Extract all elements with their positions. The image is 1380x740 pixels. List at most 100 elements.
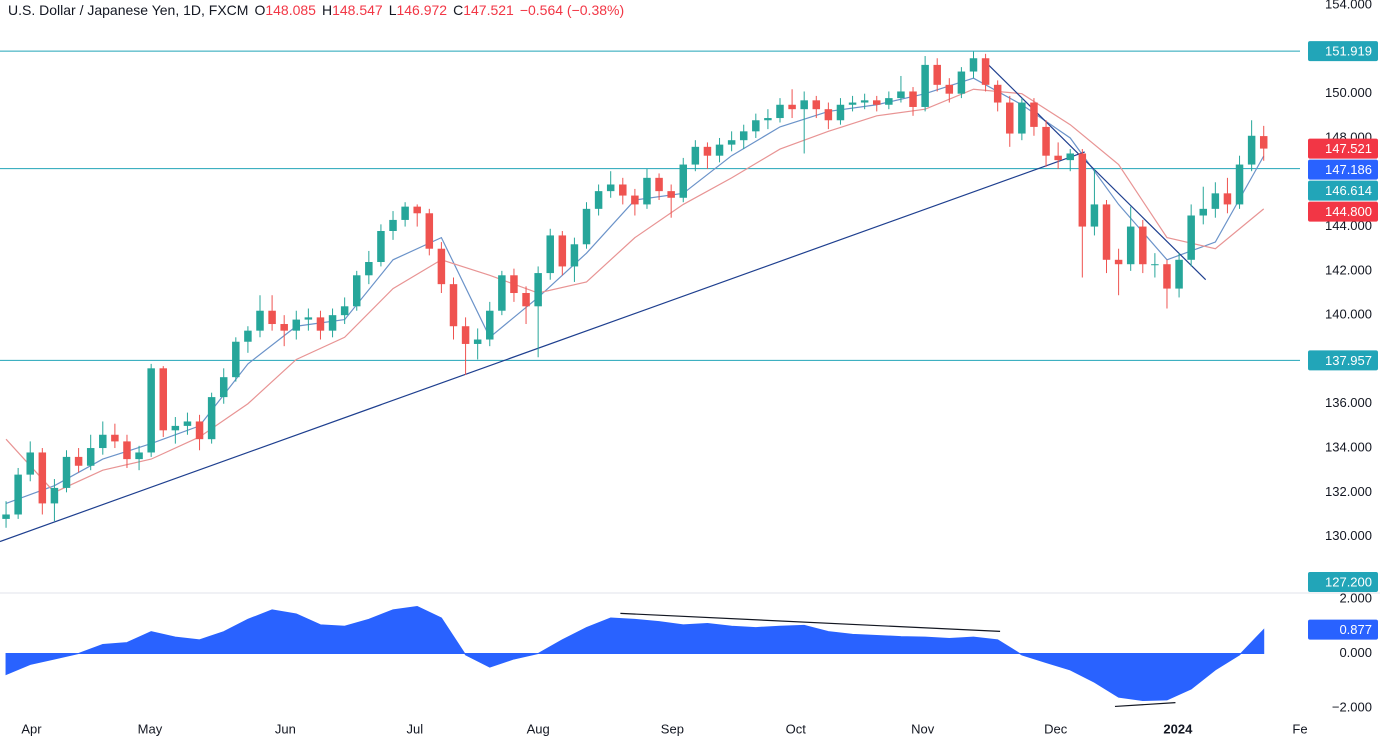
candle-body [135, 452, 143, 460]
candle-body [582, 208, 591, 245]
candle-body [1175, 259, 1183, 289]
x-tick-label: Dec [1044, 721, 1068, 736]
candle-body [945, 84, 954, 94]
ohlc-key: C [453, 2, 463, 18]
candle-body [752, 120, 760, 132]
x-tick-label: Apr [21, 721, 42, 736]
x-tick-label: Sep [661, 721, 684, 736]
price-label: 147.521 [1325, 141, 1372, 156]
indicator-label: 0.877 [1339, 622, 1372, 637]
price-label-box [1308, 41, 1378, 62]
candle-body [824, 109, 833, 121]
candle-body [449, 284, 458, 327]
candle-body [1126, 226, 1135, 265]
price-label: 137.957 [1325, 353, 1372, 368]
price-label: 146.614 [1325, 183, 1372, 198]
candle-body [461, 326, 470, 344]
candle-body [340, 306, 349, 316]
candle-body [1006, 102, 1014, 134]
candle-body [14, 474, 22, 515]
price-label-box [1308, 201, 1378, 222]
candle-body [679, 164, 688, 198]
indicator-label-box [1308, 619, 1378, 640]
candle-body [1030, 102, 1038, 127]
candle-body [1078, 153, 1087, 227]
x-tick-label: Jun [275, 721, 296, 736]
price-label-box [1308, 180, 1378, 201]
candle-body [38, 452, 47, 504]
candle-body [1259, 136, 1268, 149]
candle-body [885, 98, 893, 105]
candle-body [377, 230, 385, 263]
candle-body [159, 368, 168, 431]
candle-body [292, 319, 301, 331]
candle-body [147, 368, 155, 453]
candle-body [606, 184, 615, 192]
candle-body [207, 397, 216, 440]
candle-body [800, 100, 808, 110]
x-tick-label: Nov [911, 721, 935, 736]
candle-body [99, 434, 107, 449]
candle-body [546, 235, 554, 274]
price-label-box [1308, 159, 1378, 180]
indicator-tick-label: 0.000 [1339, 645, 1372, 660]
symbol-title: U.S. Dollar / Japanese Yen, 1D, FXCM [8, 2, 248, 18]
candle-body [50, 487, 59, 504]
candle-body [739, 131, 748, 141]
candle-body [667, 191, 675, 198]
x-tick-label: Jul [406, 721, 423, 736]
candle-body [401, 206, 409, 220]
candle-body [812, 100, 821, 110]
candle-body [1139, 226, 1147, 265]
y-tick-label: 154.000 [1325, 0, 1372, 12]
candle-body [365, 262, 373, 276]
candle-body [86, 448, 95, 466]
price-label-box [1308, 572, 1378, 592]
candle-body [1223, 193, 1232, 205]
candle-body [594, 191, 603, 209]
y-tick-label: 136.000 [1325, 395, 1372, 410]
x-tick-label: May [138, 721, 163, 736]
x-tick-label: Oct [786, 721, 807, 736]
candle-body [872, 100, 881, 105]
candle-body [2, 514, 10, 519]
candle-body [389, 219, 397, 231]
candle-body [244, 330, 252, 342]
ohlc-value: 146.972 [396, 2, 447, 18]
candle-body [933, 64, 941, 85]
candle-body [1066, 153, 1074, 161]
candle-body [570, 244, 579, 267]
candle-body [993, 84, 1002, 103]
candle-body [836, 104, 845, 121]
candle-body [691, 146, 700, 165]
candle-body [715, 144, 724, 156]
candle-body [643, 177, 651, 205]
candle-body [957, 71, 966, 94]
chart-header: U.S. Dollar / Japanese Yen, 1D, FXCM O 148… [8, 2, 624, 18]
candle-body [522, 293, 530, 307]
candle-body [897, 91, 905, 99]
candle-body [352, 275, 361, 307]
ohlc-value: 148.547 [332, 2, 383, 18]
price-label-box [1308, 138, 1378, 159]
x-tick-label: 2024 [1163, 721, 1193, 736]
indicator-area [5, 606, 1265, 701]
candle-body [921, 64, 929, 107]
candle-body [498, 275, 506, 311]
price-label: 127.200 [1325, 574, 1372, 589]
candle-body [1114, 259, 1123, 265]
candle-body [1235, 164, 1244, 205]
candle-body [848, 102, 857, 105]
candle-body [171, 425, 180, 431]
moving-average [5, 88, 1265, 494]
ohlc-value: 147.521 [463, 2, 514, 18]
candle-body [655, 177, 663, 192]
candle-body [1054, 155, 1062, 161]
y-tick-label: 130.000 [1325, 528, 1372, 543]
candle-body [316, 317, 325, 331]
candle-body [510, 275, 518, 294]
ohlc-key: O [254, 2, 265, 18]
price-label: 151.919 [1325, 44, 1372, 59]
candle-body [558, 235, 567, 267]
indicator-tick-label: −2.000 [1332, 700, 1372, 715]
